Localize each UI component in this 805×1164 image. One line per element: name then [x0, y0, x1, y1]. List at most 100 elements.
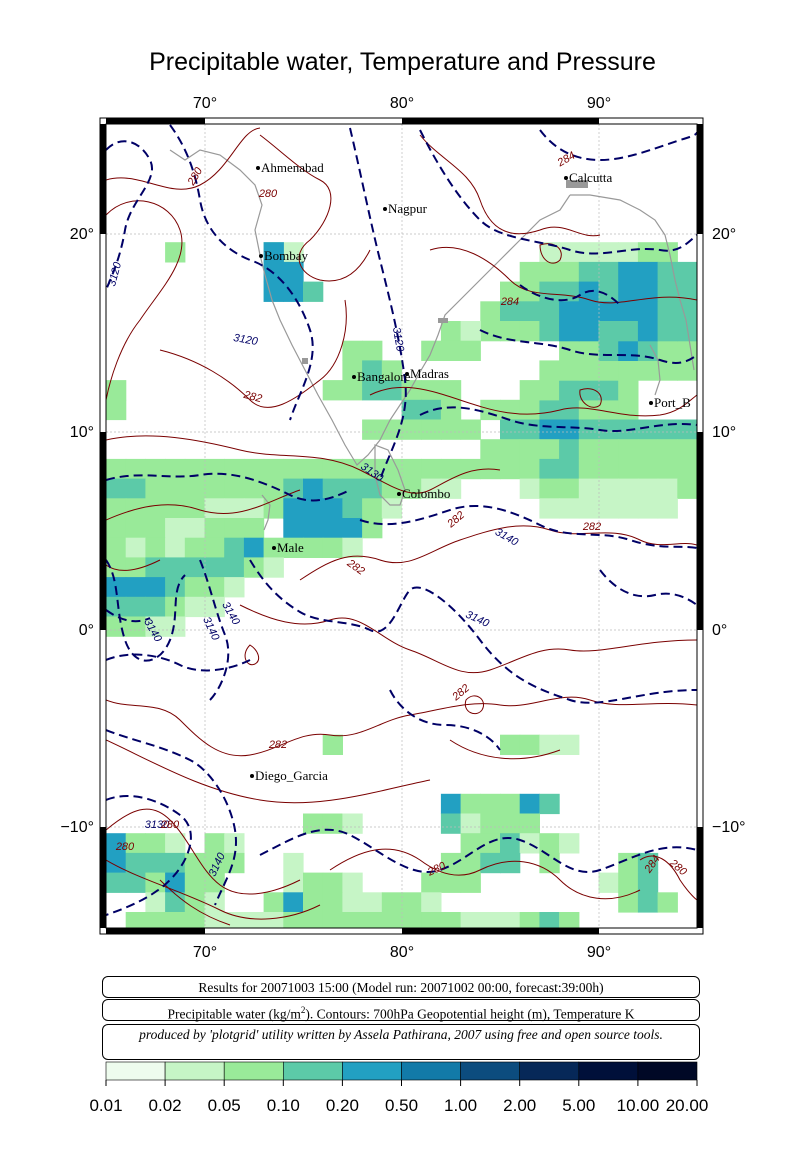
pw-cell — [224, 478, 245, 499]
pw-cell — [598, 281, 619, 302]
pw-cell — [362, 419, 383, 440]
lon-tick-top: 70° — [193, 95, 217, 112]
pw-cell — [106, 596, 127, 618]
pw-cell — [657, 439, 678, 460]
pw-cell — [598, 478, 619, 499]
coast-line — [261, 494, 271, 531]
contour-label: 282 — [268, 739, 287, 751]
pw-cell — [145, 577, 166, 598]
pw-cell — [263, 478, 284, 499]
pw-cell — [125, 912, 146, 928]
pw-cell — [204, 577, 225, 598]
pw-cell — [598, 360, 619, 381]
pw-cell — [322, 458, 343, 480]
pw-cell — [263, 458, 284, 480]
temperature-contour — [464, 695, 484, 715]
pw-cell — [519, 912, 540, 928]
pw-cell — [243, 458, 265, 480]
pw-cell — [618, 261, 639, 283]
pw-cell — [460, 872, 481, 893]
frame-segment — [402, 928, 599, 934]
pw-cell — [578, 478, 600, 499]
temperature-contour — [106, 808, 301, 895]
pw-cell — [263, 912, 284, 928]
pw-cell — [145, 852, 166, 874]
colorbar — [105, 1061, 698, 1086]
pw-cell — [224, 852, 245, 874]
height-contour — [599, 569, 697, 606]
lon-tick-bottom: 90° — [587, 944, 611, 961]
temperature-contour — [106, 699, 501, 757]
pw-cell — [224, 833, 245, 854]
pw-cell — [342, 498, 363, 519]
pw-cell — [539, 793, 560, 815]
pw-cell — [165, 872, 186, 893]
pw-cell — [618, 458, 639, 480]
pw-cell — [303, 281, 324, 302]
pw-cell — [145, 458, 166, 480]
pw-cell — [637, 321, 659, 342]
pw-cell — [618, 872, 639, 893]
temperature-contour — [499, 696, 697, 707]
pw-cell — [184, 872, 206, 893]
city-label: Male — [277, 540, 304, 555]
pw-cell — [283, 892, 304, 913]
height-contour — [419, 406, 697, 432]
pw-cell — [224, 912, 245, 928]
pw-cell — [440, 813, 462, 834]
pw-cell — [500, 439, 521, 460]
city-dot — [405, 372, 409, 376]
pw-cell — [598, 439, 619, 460]
frame-segment — [402, 118, 599, 124]
pw-cell — [500, 852, 521, 874]
pw-cell — [323, 932, 343, 952]
pw-cell — [283, 458, 304, 480]
pw-cell — [362, 340, 383, 361]
pw-cell — [559, 301, 580, 322]
colorbar-tick-label: 2.00 — [503, 1096, 537, 1115]
colorbar-swatch — [105, 1061, 166, 1081]
city-dot — [259, 254, 263, 258]
pw-cell — [362, 892, 383, 913]
pw-cell — [657, 301, 678, 322]
pw-cell — [322, 872, 343, 893]
lat-tick-left: 0° — [79, 622, 94, 639]
pw-cell — [460, 419, 481, 440]
pw-cell — [125, 872, 146, 893]
lat-tick-right: −10° — [712, 819, 746, 836]
pw-cell — [401, 892, 422, 913]
pw-cell — [480, 813, 501, 834]
pw-cell — [342, 813, 363, 834]
pw-cell — [342, 518, 363, 539]
colorbar-tick-label: 0.05 — [207, 1096, 241, 1115]
pw-cell — [224, 537, 245, 558]
pw-cell — [519, 478, 540, 499]
pw-cell — [125, 557, 146, 578]
pw-cell — [677, 281, 697, 302]
lat-tick-left: 20° — [70, 226, 94, 243]
pw-cell — [559, 833, 580, 854]
pw-cell — [500, 833, 521, 854]
pw-cell — [598, 498, 619, 519]
pw-cell — [460, 852, 481, 874]
city-label: Bombay — [264, 248, 309, 263]
pw-cell — [342, 360, 363, 381]
pw-cell — [184, 852, 206, 874]
temperature-contour — [106, 127, 261, 190]
pw-cell — [204, 537, 225, 558]
pw-cell — [283, 261, 304, 283]
pw-cell — [421, 912, 442, 928]
colorbar-tick-label: 10.00 — [616, 1096, 660, 1115]
pw-cell — [677, 478, 697, 499]
frame-segment — [100, 432, 106, 630]
variables-prefix: Precipitable water (kg/m — [167, 1006, 301, 1022]
pw-cell — [598, 419, 619, 440]
pw-cell — [618, 498, 639, 519]
pw-cell — [303, 872, 324, 893]
pw-cell — [106, 518, 127, 539]
pw-cell — [539, 458, 560, 480]
pw-cell — [303, 892, 324, 913]
pw-cell — [440, 872, 462, 893]
lat-tick-right: 20° — [712, 226, 736, 243]
